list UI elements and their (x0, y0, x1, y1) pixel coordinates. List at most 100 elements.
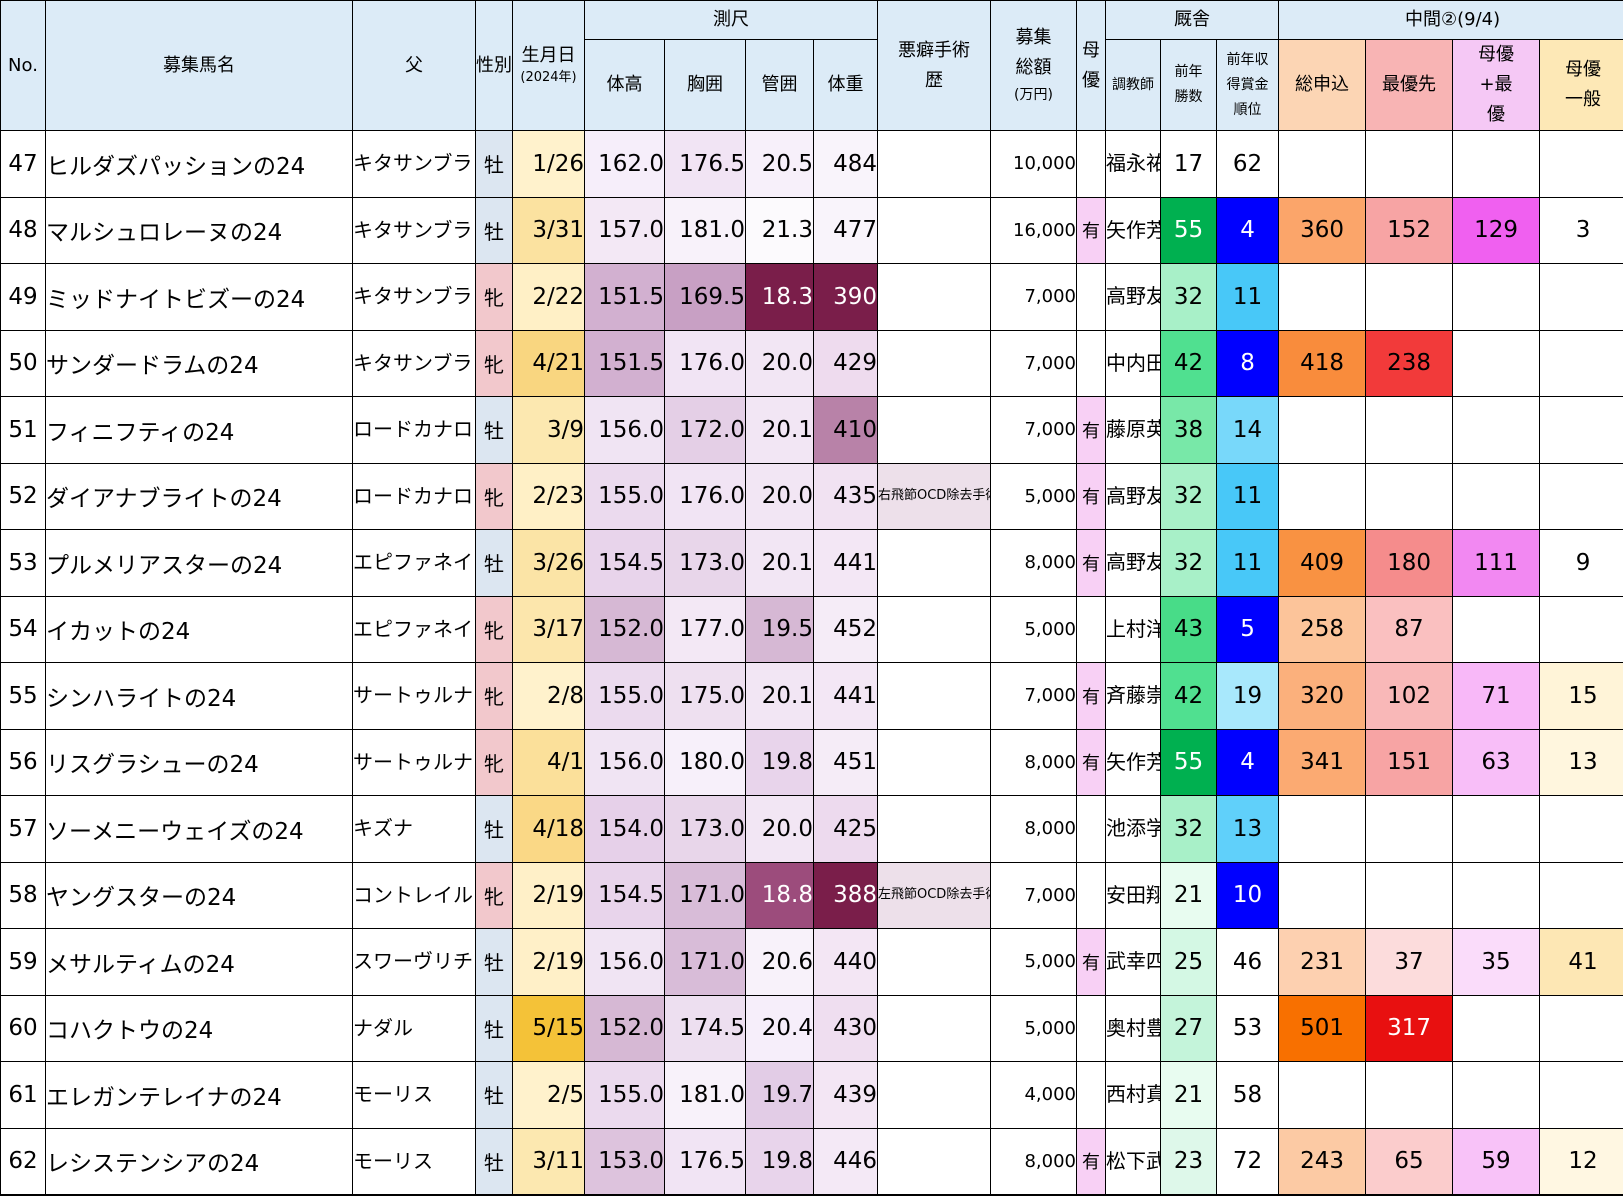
cannon-cell: 19.5 (746, 596, 814, 663)
price-cell: 8,000 (991, 1128, 1077, 1195)
horse-name: フィニフティの24 (46, 397, 353, 464)
weight-cell: 477 (814, 197, 878, 264)
vice-surgery-cell (878, 264, 991, 331)
header-birthdate: 生月日 (2024年) (513, 1, 585, 131)
earnings-rank-cell: 11 (1217, 530, 1279, 597)
trainer-cell: 福永祐一 (1106, 131, 1161, 198)
horse-name: マルシュロレーヌの24 (46, 197, 353, 264)
height-cell: 152.0 (585, 596, 665, 663)
top-priority-cell (1366, 1062, 1453, 1129)
girth-cell: 174.5 (665, 995, 746, 1062)
birthdate-cell: 2/19 (513, 929, 585, 996)
height-cell: 151.5 (585, 264, 665, 331)
horse-name: ダイアナブライトの24 (46, 463, 353, 530)
wins-cell: 21 (1161, 862, 1217, 929)
birthdate-cell: 3/26 (513, 530, 585, 597)
header-sire: 父 (353, 1, 476, 131)
price-cell: 5,000 (991, 929, 1077, 996)
mother-priority-cell: 有 (1077, 729, 1106, 796)
height-cell: 154.5 (585, 862, 665, 929)
table-row: 48マルシュロレーヌの24キタサンブラック牡3/31157.0181.021.3… (1, 197, 1623, 264)
row-number: 61 (1, 1062, 46, 1129)
trainer-cell: 安田翔伍 (1106, 862, 1161, 929)
mother-priority-cell: 有 (1077, 397, 1106, 464)
mother-plus-top-cell (1453, 1062, 1540, 1129)
total-applications-cell (1279, 397, 1366, 464)
total-applications-cell (1279, 131, 1366, 198)
header-price-label: 募集総額 (991, 23, 1076, 83)
table-row: 52ダイアナブライトの24ロードカナロア牝2/23155.0176.020.04… (1, 463, 1623, 530)
cannon-cell: 20.0 (746, 796, 814, 863)
weight-cell: 484 (814, 131, 878, 198)
mother-general-cell (1540, 397, 1623, 464)
mother-priority-cell (1077, 131, 1106, 198)
mother-priority-cell: 有 (1077, 663, 1106, 730)
mother-general-cell (1540, 264, 1623, 331)
horse-name: ヒルダズパッションの24 (46, 131, 353, 198)
girth-cell: 176.0 (665, 330, 746, 397)
sex-cell: 牡 (476, 995, 513, 1062)
sire-name: キズナ (353, 796, 476, 863)
mother-priority-cell: 有 (1077, 197, 1106, 264)
mother-plus-top-cell (1453, 330, 1540, 397)
girth-cell: 176.0 (665, 463, 746, 530)
girth-cell: 176.5 (665, 1128, 746, 1195)
sire-name: ナダル (353, 995, 476, 1062)
top-priority-cell (1366, 397, 1453, 464)
sex-cell: 牝 (476, 330, 513, 397)
girth-cell: 175.0 (665, 663, 746, 730)
top-priority-cell: 65 (1366, 1128, 1453, 1195)
top-priority-cell: 180 (1366, 530, 1453, 597)
vice-surgery-cell (878, 929, 991, 996)
earnings-rank-cell: 72 (1217, 1128, 1279, 1195)
sire-name: モーリス (353, 1062, 476, 1129)
sire-name: キタサンブラック (353, 197, 476, 264)
weight-cell: 435 (814, 463, 878, 530)
vice-surgery-cell (878, 397, 991, 464)
earnings-rank-cell: 53 (1217, 995, 1279, 1062)
mother-priority-cell (1077, 596, 1106, 663)
mother-priority-cell (1077, 862, 1106, 929)
birthdate-cell: 2/23 (513, 463, 585, 530)
table-row: 53プルメリアスターの24エピファネイア牡3/26154.5173.020.14… (1, 530, 1623, 597)
girth-cell: 169.5 (665, 264, 746, 331)
height-cell: 155.0 (585, 663, 665, 730)
mother-plus-top-cell (1453, 264, 1540, 331)
header-interim-group: 中間②(9/4) (1279, 1, 1623, 40)
earnings-rank-cell: 46 (1217, 929, 1279, 996)
cannon-cell: 19.8 (746, 1128, 814, 1195)
birthdate-cell: 4/18 (513, 796, 585, 863)
mother-priority-cell: 有 (1077, 463, 1106, 530)
vice-surgery-cell: 左飛節OCD除去手術 (878, 862, 991, 929)
mother-priority-cell (1077, 1062, 1106, 1129)
row-number: 52 (1, 463, 46, 530)
header-birthdate-label: 生月日 (513, 44, 584, 68)
girth-cell: 181.0 (665, 197, 746, 264)
trainer-cell: 矢作芳人 (1106, 197, 1161, 264)
row-number: 48 (1, 197, 46, 264)
table-row: 50サンダードラムの24キタサンブラック牝4/21151.5176.020.04… (1, 330, 1623, 397)
vice-surgery-cell (878, 596, 991, 663)
sire-name: ロードカナロア (353, 397, 476, 464)
height-cell: 151.5 (585, 330, 665, 397)
mother-general-cell (1540, 131, 1623, 198)
mother-priority-cell (1077, 995, 1106, 1062)
row-number: 59 (1, 929, 46, 996)
row-number: 57 (1, 796, 46, 863)
birthdate-cell: 3/31 (513, 197, 585, 264)
header-measurement-group: 測尺 (585, 1, 878, 40)
total-applications-cell (1279, 1062, 1366, 1129)
trainer-cell: 藤原英昭 (1106, 397, 1161, 464)
header-weight: 体重 (814, 40, 878, 131)
trainer-cell: 西村真幸 (1106, 1062, 1161, 1129)
price-cell: 10,000 (991, 131, 1077, 198)
price-cell: 7,000 (991, 663, 1077, 730)
top-priority-cell (1366, 131, 1453, 198)
weight-cell: 429 (814, 330, 878, 397)
top-priority-cell (1366, 463, 1453, 530)
horse-name: サンダードラムの24 (46, 330, 353, 397)
trainer-cell: 高野友和 (1106, 264, 1161, 331)
horse-name: プルメリアスターの24 (46, 530, 353, 597)
